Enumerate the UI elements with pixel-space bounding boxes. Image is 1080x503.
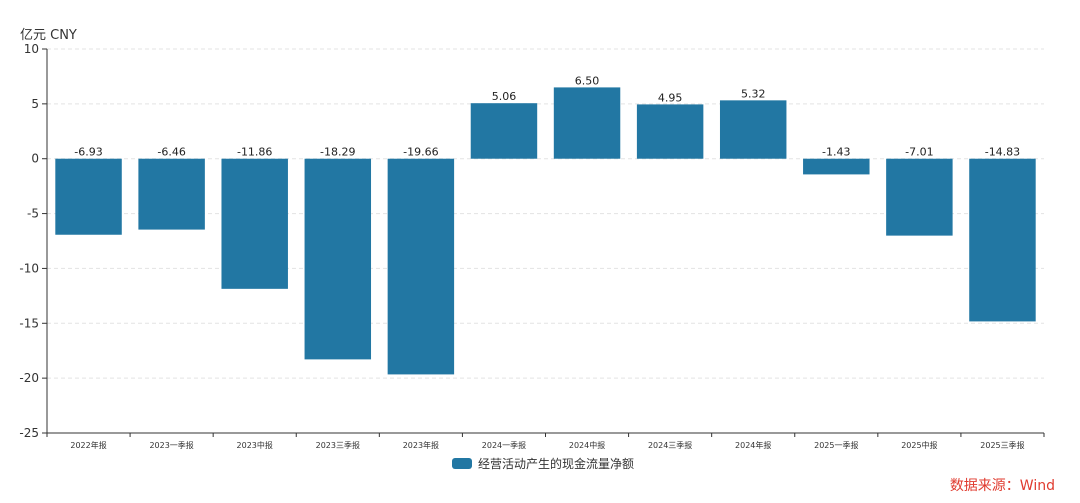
axes: 10 5 0 -5 -10 -15 -20 -25 2022年报 2023一季报 2023中报 202… [19, 42, 1045, 450]
grid-lines [47, 48, 1044, 379]
source-note: 数据来源：Wind [949, 478, 1055, 494]
y-tick-label: -15 [19, 316, 39, 330]
x-tick-label: 2023中报 [237, 440, 273, 450]
data-label: -7.01 [905, 146, 933, 159]
x-tick-label: 2024中报 [569, 440, 605, 450]
data-label: 5.06 [492, 90, 517, 103]
x-tick-label: 2023三季报 [316, 440, 360, 450]
x-tick-label: 2022年报 [70, 440, 106, 450]
bar [304, 158, 372, 360]
x-tick-label: 2024年报 [735, 440, 771, 450]
data-labels: -6.93 -6.46 -11.86 -18.29 -19.66 5.06 6.50 4.95… [74, 74, 1020, 158]
data-label: 4.95 [658, 91, 683, 104]
bar [138, 158, 205, 230]
y-tick-label: 5 [31, 97, 39, 111]
legend[interactable]: 经营活动产生的现金流量净额 [452, 455, 634, 472]
x-tick-label: 2025一季报 [814, 440, 858, 450]
bars [55, 87, 1036, 375]
data-label: -11.86 [237, 146, 272, 159]
data-label: 5.32 [741, 87, 766, 100]
y-tick-label: 10 [24, 42, 39, 56]
data-label: -1.43 [822, 146, 850, 159]
bar [886, 158, 953, 236]
x-tick-label: 2025中报 [901, 440, 937, 450]
x-tick-label: 2024三季报 [648, 440, 692, 450]
bar [553, 87, 621, 159]
unit-label: 亿元 CNY [20, 28, 77, 43]
legend-swatch [452, 458, 472, 469]
y-tick-label: -10 [19, 261, 39, 275]
data-label: -19.66 [403, 146, 438, 159]
y-tick-label: -20 [19, 371, 39, 385]
bar [221, 158, 288, 289]
y-tick-label: -5 [27, 207, 39, 221]
bar [387, 158, 455, 375]
bar [470, 103, 538, 159]
data-label: -18.29 [320, 146, 355, 159]
data-label: -6.46 [157, 146, 185, 159]
x-tick-label: 2025三季报 [980, 440, 1024, 450]
bar [969, 158, 1036, 322]
bar [55, 158, 122, 235]
bar [636, 104, 704, 159]
x-tick-label: 2023一季报 [149, 440, 193, 450]
y-tick-label: 0 [31, 152, 39, 166]
data-label: 6.50 [575, 74, 600, 87]
x-tick-label: 2023年报 [403, 440, 439, 450]
legend-label: 经营活动产生的现金流量净额 [478, 457, 635, 471]
data-label: -14.83 [985, 146, 1020, 159]
data-label: -6.93 [74, 146, 102, 159]
bar [719, 100, 787, 159]
bar [803, 158, 870, 175]
y-tick-label: -25 [19, 426, 39, 440]
x-tick-label: 2024一季报 [482, 440, 526, 450]
